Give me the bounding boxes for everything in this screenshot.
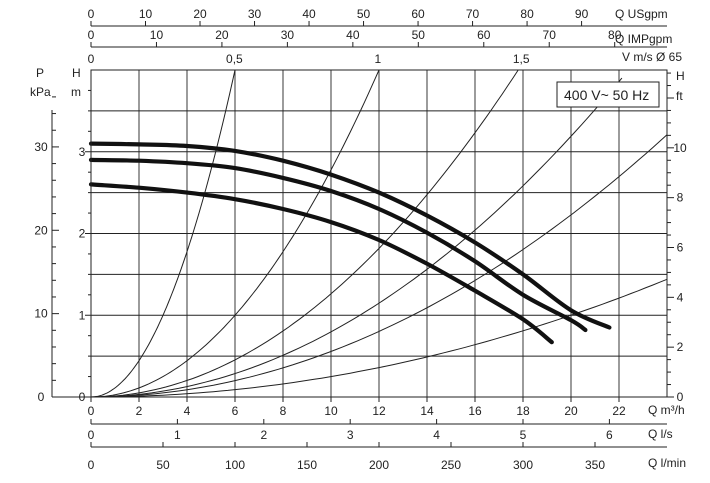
lmin-tick-label: 350 [585, 458, 605, 472]
ft-tick-label: 4 [677, 290, 684, 304]
flow-ls-axis-label: Q l/s [648, 427, 673, 441]
voltage-badge-box [556, 81, 660, 108]
ft-tick-label: 10 [673, 141, 687, 155]
ls-tick-label: 3 [347, 428, 354, 442]
impgpm-tick-label: 0 [88, 28, 95, 42]
lmin-tick-label: 50 [156, 458, 170, 472]
impgpm-tick-label: 60 [477, 28, 491, 42]
usgpm-tick-label: 0 [88, 7, 95, 21]
impgpm-tick-label: 70 [543, 28, 557, 42]
ft-tick-label: 8 [677, 191, 684, 205]
m3h-tick-label: 16 [468, 404, 482, 418]
usgpm-tick-label: 10 [139, 7, 153, 21]
m3h-tick-label: 20 [564, 404, 578, 418]
lmin-tick-label: 150 [297, 458, 317, 472]
pressure-unit-label: kPa [30, 85, 51, 99]
ft-tick-label: 2 [677, 340, 684, 354]
impgpm-tick-label: 80 [608, 28, 622, 42]
impgpm-tick-label: 30 [281, 28, 295, 42]
system-curve [90, 69, 380, 398]
ls-tick-label: 5 [520, 428, 527, 442]
usgpm-tick-label: 60 [411, 7, 425, 21]
usgpm-axis-label: Q USgpm [615, 7, 668, 21]
head-tick-label: 2 [79, 227, 86, 241]
head-tick-label: 1 [79, 308, 86, 322]
m3h-tick-label: 8 [280, 404, 287, 418]
head-ft-axis-label: H [676, 69, 685, 83]
usgpm-tick-label: 70 [466, 7, 480, 21]
m3h-tick-label: 18 [516, 404, 530, 418]
pressure-axis-label: P [36, 66, 44, 80]
impgpm-tick-label: 20 [215, 28, 229, 42]
lmin-tick-label: 250 [441, 458, 461, 472]
impgpm-tick-label: 10 [150, 28, 164, 42]
lmin-tick-label: 0 [88, 458, 95, 472]
lmin-tick-label: 300 [513, 458, 533, 472]
usgpm-tick-label: 50 [357, 7, 371, 21]
performance-curves [88, 141, 612, 345]
flow-lmin-axis-label: Q l/min [648, 456, 686, 470]
m3h-tick-label: 4 [184, 404, 191, 418]
impgpm-axis-label: Q IMPgpm [615, 32, 672, 46]
pump-curve [88, 157, 588, 333]
m3h-tick-label: 22 [612, 404, 626, 418]
system-curve [90, 69, 236, 398]
head-unit-label: m [71, 85, 81, 99]
ft-tick-label: 0 [677, 390, 684, 404]
velocity-tick-label: 1,5 [513, 52, 530, 66]
head-tick-label: 3 [79, 145, 86, 159]
impgpm-tick-label: 40 [346, 28, 360, 42]
ticks: 0 10 20 30 40 50 60 70 80 900 10 20 30 40 50 60 70 800 1 2 3… [34, 7, 687, 472]
ls-tick-label: 0 [88, 428, 95, 442]
velocity-tick-label: 0 [88, 52, 95, 66]
usgpm-tick-label: 80 [520, 7, 534, 21]
usgpm-tick-label: 20 [193, 7, 207, 21]
head-axis-label: H [72, 66, 81, 80]
system-curve [91, 278, 668, 398]
lmin-tick-label: 200 [369, 458, 389, 472]
m3h-tick-label: 14 [420, 404, 434, 418]
system-curves [90, 69, 668, 398]
head-ft-unit-label: ft [676, 89, 683, 103]
usgpm-tick-label: 40 [302, 7, 316, 21]
flow-m3h-axis-label: Q m³/h [648, 403, 685, 417]
pressure-tick-label: 10 [34, 307, 48, 321]
grid [91, 70, 667, 397]
lmin-tick-label: 100 [225, 458, 245, 472]
velocity-axis-label: V m/s Ø 65 [622, 50, 682, 64]
pressure-tick-label: 30 [34, 140, 48, 154]
m3h-tick-label: 10 [324, 404, 338, 418]
system-curve [91, 134, 668, 398]
usgpm-tick-label: 30 [248, 7, 262, 21]
velocity-tick-label: 0,5 [226, 52, 243, 66]
pressure-tick-label: 0 [38, 390, 45, 404]
m3h-tick-label: 2 [136, 404, 143, 418]
impgpm-tick-label: 50 [412, 28, 426, 42]
head-tick-label: 0 [79, 390, 86, 404]
ft-tick-label: 6 [677, 240, 684, 254]
ls-tick-label: 6 [606, 428, 613, 442]
pump-curve [88, 141, 612, 330]
system-curve [90, 69, 519, 398]
system-curve [90, 77, 623, 398]
usgpm-tick-label: 90 [575, 7, 589, 21]
pump-curve [88, 182, 554, 345]
ls-tick-label: 1 [174, 428, 181, 442]
ls-tick-label: 4 [433, 428, 440, 442]
m3h-tick-label: 0 [88, 404, 95, 418]
m3h-tick-label: 6 [232, 404, 239, 418]
pressure-tick-label: 20 [34, 223, 48, 237]
velocity-tick-label: 1 [374, 52, 381, 66]
voltage-badge: 400 V~ 50 Hz [564, 87, 649, 103]
ls-tick-label: 2 [260, 428, 267, 442]
m3h-tick-label: 12 [372, 404, 386, 418]
